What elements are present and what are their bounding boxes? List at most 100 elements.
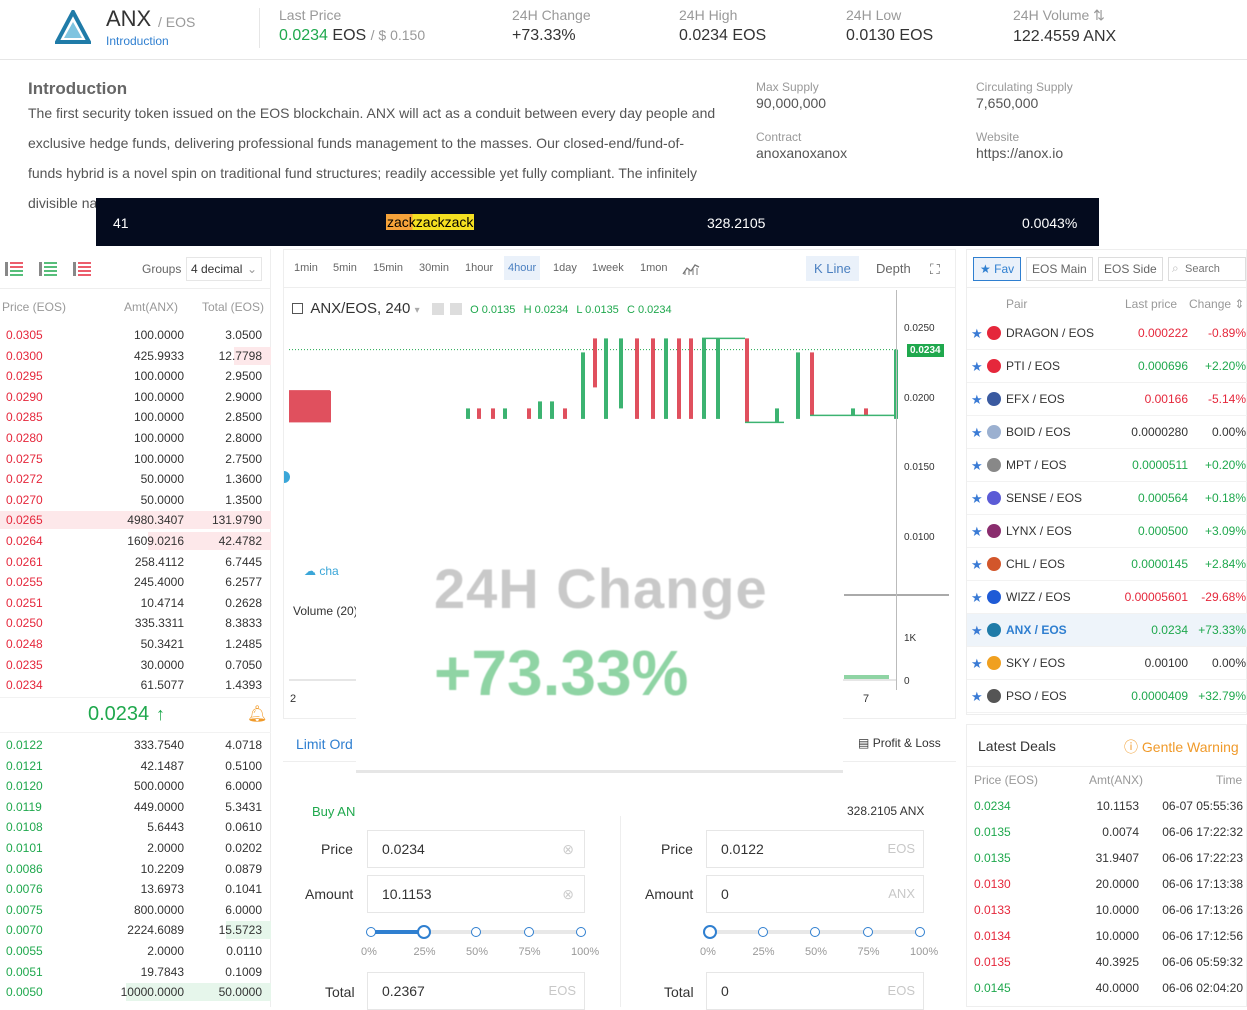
market-row[interactable]: ★ MPT / EOS 0.0000511 +0.20% (967, 449, 1247, 482)
sell-price-input[interactable]: 0.0122 EOS (706, 830, 924, 868)
groups-select[interactable]: 4 decimal ⌄ (186, 257, 262, 281)
timeframe-1week[interactable]: 1week (592, 262, 624, 274)
eos-side-tab[interactable]: EOS Side (1098, 257, 1163, 281)
market-row[interactable]: ★ SKY / EOS 0.00100 0.00% (967, 647, 1247, 680)
depth-tab[interactable]: Depth (876, 261, 911, 276)
sell-amount-input[interactable]: 0 ANX (706, 875, 924, 913)
view-both-icon[interactable] (4, 259, 24, 284)
search-box[interactable]: ⌕ (1168, 257, 1246, 281)
orderbook-row[interactable]: 0.0295 100.0000 2.9500 (0, 366, 271, 387)
orderbook-row[interactable]: 0.0076 13.6973 0.1041 (0, 879, 271, 900)
slider-stop[interactable] (576, 927, 586, 937)
market-row[interactable]: ★ LYNX / EOS 0.000500 +3.09% (967, 515, 1247, 548)
sell-percent-slider[interactable]: 0% 25% 50% 75% 100% (700, 924, 938, 958)
star-icon[interactable]: ★ (971, 590, 983, 605)
market-row[interactable]: ★ DRAGON / EOS 0.000222 -0.89% (967, 317, 1247, 350)
eye-icon[interactable] (449, 303, 462, 316)
eos-main-tab[interactable]: EOS Main (1026, 257, 1093, 281)
market-row[interactable]: ★ ANX / EOS 0.0234 +73.33% (967, 614, 1247, 647)
slider-stop[interactable] (366, 927, 376, 937)
orderbook-row[interactable]: 0.0121 42.1487 0.5100 (0, 756, 271, 777)
orderbook-row[interactable]: 0.0122 333.7540 4.0718 (0, 735, 271, 756)
view-asks-icon[interactable] (72, 259, 92, 284)
settings-icon[interactable] (431, 303, 444, 316)
orderbook-row[interactable]: 0.0265 4980.3407 131.9790 (0, 510, 271, 531)
fullscreen-icon[interactable]: ⛶ (930, 261, 940, 277)
orderbook-row[interactable]: 0.0234 61.5077 1.4393 (0, 675, 271, 696)
timeframe-5min[interactable]: 5min (333, 262, 357, 274)
timeframe-1hour[interactable]: 1hour (465, 262, 494, 274)
sort-icon[interactable]: ⇅ (1093, 7, 1105, 23)
star-icon[interactable]: ★ (971, 689, 983, 704)
orderbook-row[interactable]: 0.0272 50.0000 1.3600 (0, 469, 271, 490)
orderbook-row[interactable]: 0.0086 10.2209 0.0879 (0, 859, 271, 880)
orderbook-row[interactable]: 0.0305 100.0000 3.0500 (0, 325, 271, 346)
timeframe-4hour[interactable]: 4hour (504, 256, 541, 280)
indicators-icon[interactable] (682, 262, 700, 281)
kline-tab[interactable]: K Line (806, 256, 859, 281)
market-row[interactable]: ★ SENSE / EOS 0.000564 +0.18% (967, 482, 1247, 515)
orderbook-row[interactable]: 0.0070 2224.6089 15.5723 (0, 920, 271, 941)
sell-total-input[interactable]: 0 EOS (706, 972, 924, 1010)
buy-price-input[interactable]: 0.0234 ⊗ (367, 830, 585, 868)
orderbook-row[interactable]: 0.0120 500.0000 6.0000 (0, 776, 271, 797)
star-icon[interactable]: ★ (971, 524, 983, 539)
timeframe-1min[interactable]: 1min (294, 262, 318, 274)
market-row[interactable]: ★ WIZZ / EOS 0.00005601 -29.68% (967, 581, 1247, 614)
orderbook-row[interactable]: 0.0285 100.0000 2.8500 (0, 407, 271, 428)
profit-loss-button[interactable]: ▤ Profit & Loss (858, 736, 941, 750)
orderbook-row[interactable]: 0.0055 2.0000 0.0110 (0, 941, 271, 962)
timeframe-30min[interactable]: 30min (419, 262, 449, 274)
orderbook-row[interactable]: 0.0255 245.4000 6.2577 (0, 572, 271, 593)
limit-order-tab[interactable]: Limit Ord (296, 736, 353, 752)
orderbook-row[interactable]: 0.0050 10000.0000 50.0000 (0, 982, 271, 1003)
orderbook-row[interactable]: 0.0248 50.3421 1.2485 (0, 634, 271, 655)
slider-stop[interactable] (703, 925, 717, 939)
scroll-handle[interactable] (284, 471, 290, 483)
orderbook-row[interactable]: 0.0261 258.4112 6.7445 (0, 552, 271, 573)
gentle-warning-link[interactable]: ⓘ Gentle Warning (1124, 739, 1239, 755)
chevron-down-icon[interactable]: ▾ (414, 305, 420, 316)
orderbook-row[interactable]: 0.0101 2.0000 0.0202 (0, 838, 271, 859)
market-row[interactable]: ★ CHL / EOS 0.0000145 +2.84% (967, 548, 1247, 581)
search-input[interactable] (1185, 260, 1243, 278)
clear-icon[interactable]: ⊗ (562, 841, 574, 857)
orderbook-row[interactable]: 0.0290 100.0000 2.9000 (0, 387, 271, 408)
star-icon[interactable]: ★ (971, 458, 983, 473)
slider-stop[interactable] (471, 927, 481, 937)
timeframe-1day[interactable]: 1day (553, 262, 577, 274)
buy-percent-slider[interactable]: 0% 25% 50% 75% 100% (361, 924, 599, 958)
orderbook-row[interactable]: 0.0119 449.0000 5.3431 (0, 797, 271, 818)
slider-stop[interactable] (523, 927, 534, 937)
market-row[interactable]: ★ PSO / EOS 0.0000409 +32.79% (967, 680, 1247, 713)
market-row[interactable]: ★ PTI / EOS 0.000696 +2.20% (967, 350, 1247, 383)
market-row[interactable]: ★ BOID / EOS 0.0000280 0.00% (967, 416, 1247, 449)
market-row[interactable]: ★ EFX / EOS 0.00166 -5.14% (967, 383, 1247, 416)
orderbook-row[interactable]: 0.0250 335.3311 8.3833 (0, 613, 271, 634)
fav-tab[interactable]: ★ Fav (973, 257, 1022, 281)
contract-value[interactable]: anoxanoxanox (756, 145, 848, 161)
star-icon[interactable]: ★ (971, 359, 983, 374)
orderbook-row[interactable]: 0.0275 100.0000 2.7500 (0, 449, 271, 470)
view-bids-icon[interactable] (38, 259, 58, 284)
orderbook-row[interactable]: 0.0300 425.9933 12.7798 (0, 346, 271, 367)
slider-stop[interactable] (862, 927, 873, 937)
timeframe-1mon[interactable]: 1mon (640, 262, 668, 274)
star-icon[interactable]: ★ (971, 392, 983, 407)
orderbook-row[interactable]: 0.0270 50.0000 1.3500 (0, 490, 271, 511)
bell-icon[interactable]: 🔔︎ (247, 706, 268, 723)
timeframe-15min[interactable]: 15min (373, 262, 403, 274)
website-link[interactable]: https://anox.io (976, 145, 1064, 161)
collapse-icon[interactable] (292, 302, 303, 314)
orderbook-row[interactable]: 0.0051 19.7843 0.1009 (0, 962, 271, 983)
slider-stop[interactable] (810, 927, 820, 937)
star-icon[interactable]: ★ (971, 326, 983, 341)
slider-stop[interactable] (915, 927, 925, 937)
star-icon[interactable]: ★ (971, 425, 983, 440)
introduction-link[interactable]: Introduction (106, 34, 169, 48)
clear-icon[interactable]: ⊗ (562, 886, 574, 902)
orderbook-row[interactable]: 0.0075 800.0000 6.0000 (0, 900, 271, 921)
orderbook-row[interactable]: 0.0108 5.6443 0.0610 (0, 817, 271, 838)
orderbook-row[interactable]: 0.0235 30.0000 0.7050 (0, 655, 271, 676)
orderbook-row[interactable]: 0.0280 100.0000 2.8000 (0, 428, 271, 449)
